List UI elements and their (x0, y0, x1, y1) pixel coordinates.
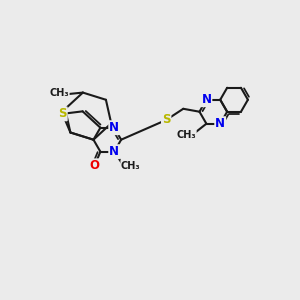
Text: N: N (201, 93, 212, 106)
Text: N: N (109, 145, 119, 158)
Text: CH₃: CH₃ (50, 88, 69, 98)
Text: N: N (215, 117, 225, 130)
Text: CH₃: CH₃ (177, 130, 196, 140)
Text: S: S (162, 113, 170, 127)
Text: O: O (89, 159, 100, 172)
Text: S: S (58, 107, 67, 120)
Text: CH₃: CH₃ (121, 160, 140, 170)
Text: N: N (109, 121, 119, 134)
